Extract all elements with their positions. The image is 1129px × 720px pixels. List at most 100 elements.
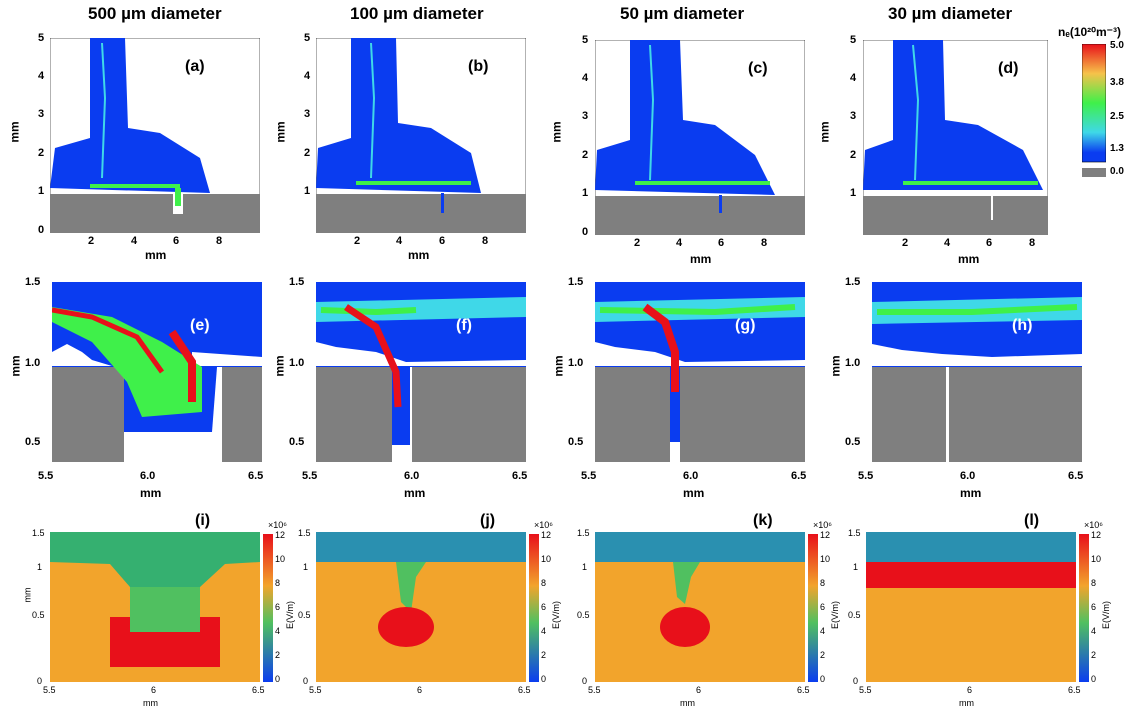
density-tick-1.3: 1.3	[1110, 143, 1124, 154]
xtick-b-2: 2	[354, 235, 361, 247]
cb-exp-j: ×10⁶	[534, 520, 553, 530]
ytick-g-0.5: 0.5	[568, 436, 584, 448]
ytick-c-3: 3	[582, 110, 589, 122]
xtick-e-5.5: 5.5	[38, 470, 54, 482]
ytick-c-4: 4	[582, 72, 589, 84]
panel-c: (c) mm mm 5 4 3 2 1 0 2 4 6 8	[540, 30, 810, 270]
xtick-g-5.5: 5.5	[581, 470, 597, 482]
ytick-c-2: 2	[582, 149, 589, 161]
density-tick-2.5: 2.5	[1110, 111, 1124, 122]
ytick-j-0: 0	[303, 676, 309, 686]
cbtick-k-6: 6	[820, 602, 826, 612]
panel-letter-e: (e)	[190, 317, 210, 334]
ylabel-b: mm	[273, 121, 288, 143]
xtick-l-6: 6	[967, 685, 973, 695]
ylabel-a: mm	[7, 121, 22, 143]
ytick-b-3: 3	[304, 108, 311, 120]
ytick-i-1: 1	[37, 562, 43, 572]
xlabel-l: mm	[959, 698, 974, 708]
ytick-a-5: 5	[38, 32, 45, 44]
xlabel-d: mm	[958, 252, 980, 266]
cbtick-i-8: 8	[275, 578, 281, 588]
field-colorbar-l	[1079, 534, 1089, 682]
cbtick-j-12: 12	[541, 530, 552, 540]
xtick-d-6: 6	[986, 237, 993, 249]
density-tick-5: 5.0	[1110, 40, 1124, 51]
ytick-k-1: 1	[582, 562, 588, 572]
ytick-b-4: 4	[304, 70, 311, 82]
xtick-j-6.5: 6.5	[518, 685, 531, 695]
ytick-h-1.0: 1.0	[845, 357, 861, 369]
ytick-a-3: 3	[38, 108, 45, 120]
xlabel-h: mm	[960, 486, 982, 500]
ytick-j-1: 1	[303, 562, 309, 572]
ylabel-c: mm	[549, 121, 564, 143]
cbtick-i-6: 6	[275, 602, 281, 612]
ytick-j-1.5: 1.5	[298, 528, 311, 538]
ytick-e-1.5: 1.5	[25, 276, 41, 288]
ytick-l-0.5: 0.5	[848, 610, 861, 620]
xtick-a-6: 6	[173, 235, 180, 247]
ytick-d-5: 5	[850, 34, 857, 46]
xtick-b-8: 8	[482, 235, 489, 247]
panel-b: (b) mm mm 5 4 3 2 1 2 4 6 8	[268, 30, 538, 270]
cbtick-l-12: 12	[1091, 530, 1102, 540]
ytick-c-0: 0	[582, 226, 589, 238]
density-map-c	[595, 40, 805, 235]
ytick-g-1.5: 1.5	[568, 276, 584, 288]
panel-h: (h) mm mm 1.5 1.0 0.5 5.5 6.0 6.5	[829, 272, 1112, 502]
panel-i: (i) mm mm 1.5 1 0.5 0 5.5 6 6.5 12 10 8 …	[10, 510, 296, 720]
xtick-d-4: 4	[944, 237, 951, 249]
cbtick-j-2: 2	[541, 650, 547, 660]
density-colorbar-title: nₑ(10²⁰m⁻³)	[1058, 25, 1121, 39]
panel-letter-c: (c)	[748, 60, 768, 77]
cbtick-l-2: 2	[1091, 650, 1097, 660]
cbtick-j-4: 4	[541, 626, 547, 636]
ytick-c-1: 1	[582, 187, 589, 199]
xtick-b-4: 4	[396, 235, 403, 247]
field-map-k	[595, 532, 805, 682]
ytick-h-1.5: 1.5	[845, 276, 861, 288]
xtick-g-6.0: 6.0	[683, 470, 699, 482]
ytick-a-2: 2	[38, 147, 45, 159]
ytick-a-1: 1	[38, 185, 45, 197]
ytick-d-4: 4	[850, 72, 857, 84]
cbtick-i-12: 12	[275, 530, 286, 540]
xtick-g-6.5: 6.5	[791, 470, 807, 482]
panel-d: (d) mm mm 5 4 3 2 1 2 4 6 8	[808, 30, 1053, 270]
cbtick-i-4: 4	[275, 626, 281, 636]
xtick-h-5.5: 5.5	[858, 470, 874, 482]
xtick-a-4: 4	[131, 235, 138, 247]
density-zoom-h	[872, 282, 1082, 462]
field-colorbar-k	[808, 534, 818, 682]
density-zoom-f	[316, 282, 526, 462]
ylabel-d: mm	[817, 121, 832, 143]
ylabel-f: mm	[272, 355, 287, 377]
cbtick-k-0: 0	[820, 674, 826, 684]
ytick-k-0.5: 0.5	[577, 610, 590, 620]
xlabel-k: mm	[680, 698, 695, 708]
cbtick-i-10: 10	[275, 554, 286, 564]
panel-letter-b: (b)	[468, 58, 489, 75]
cb-exp-l: ×10⁶	[1084, 520, 1103, 530]
field-map-j	[316, 532, 526, 682]
density-map-b	[316, 38, 526, 233]
panel-j: (j) 1.5 1 0.5 0 5.5 6 6.5 12 10 8 6 4 2 …	[278, 510, 563, 720]
ytick-b-5: 5	[304, 32, 311, 44]
cb-exp-k: ×10⁶	[813, 520, 832, 530]
cbtick-l-10: 10	[1091, 554, 1102, 564]
xtick-j-5.5: 5.5	[309, 685, 322, 695]
ytick-e-1.0: 1.0	[25, 357, 41, 369]
xlabel-b: mm	[408, 248, 430, 262]
density-map-a	[50, 38, 260, 233]
field-map-i	[50, 532, 260, 682]
cbtick-k-2: 2	[820, 650, 826, 660]
ytick-l-1: 1	[853, 562, 859, 572]
panel-l: (l) 1.5 1 0.5 0 5.5 6 6.5 mm 12 10 8 6 4…	[826, 510, 1111, 720]
xtick-h-6.0: 6.0	[960, 470, 976, 482]
xtick-k-6.5: 6.5	[797, 685, 810, 695]
cbtick-k-12: 12	[820, 530, 831, 540]
density-tick-3.8: 3.8	[1110, 77, 1124, 88]
cb-label-l: E(V/m)	[1101, 601, 1111, 629]
xtick-a-8: 8	[216, 235, 223, 247]
